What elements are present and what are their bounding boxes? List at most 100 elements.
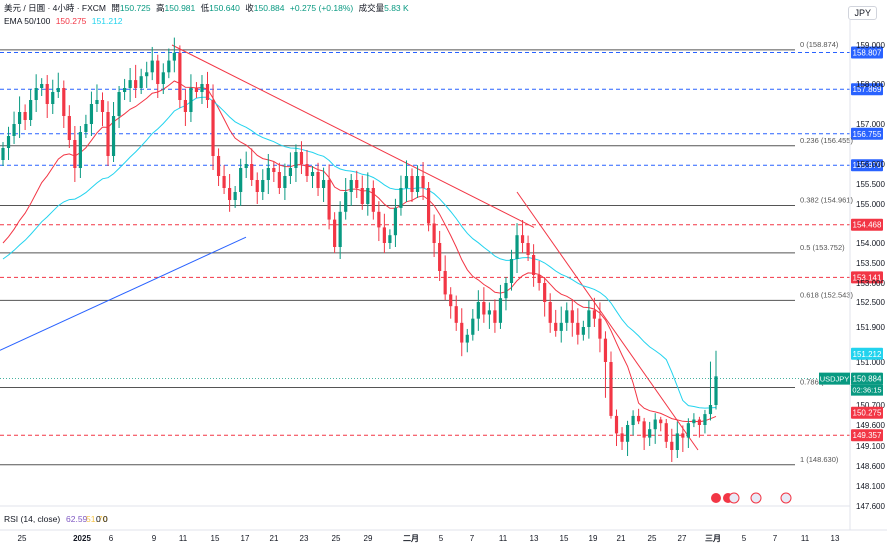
candle-body[interactable] [548, 302, 552, 323]
candle-body[interactable] [449, 294, 453, 307]
rsi-label[interactable]: RSI (14, close) [4, 514, 60, 524]
candle-body[interactable] [194, 88, 199, 92]
candle-body[interactable] [51, 92, 55, 104]
candle-body[interactable] [172, 52, 176, 61]
candle-body[interactable] [399, 188, 403, 208]
candle-body[interactable] [316, 172, 320, 188]
candle-body[interactable] [581, 327, 585, 335]
candle-body[interactable] [299, 152, 304, 164]
candle-body[interactable] [128, 80, 132, 88]
candle-body[interactable] [421, 176, 425, 188]
candle-body[interactable] [122, 88, 127, 92]
candle-body[interactable] [78, 132, 82, 168]
event-us-flag-icon[interactable] [728, 492, 740, 504]
candle-body[interactable] [587, 310, 591, 327]
candle-body[interactable] [266, 168, 270, 180]
candle-body[interactable] [637, 415, 641, 422]
candle-body[interactable] [681, 433, 685, 438]
candle-body[interactable] [73, 140, 77, 168]
candle-body[interactable] [631, 415, 635, 425]
candle-body[interactable] [134, 80, 138, 88]
candle-body[interactable] [438, 243, 442, 271]
candle-body[interactable] [250, 164, 254, 180]
trendline-up[interactable] [0, 236, 247, 351]
candle-body[interactable] [183, 100, 187, 112]
candle-body[interactable] [648, 429, 652, 438]
candle-body[interactable] [454, 306, 458, 323]
candle-body[interactable] [410, 176, 414, 192]
candle-body[interactable] [653, 419, 657, 430]
candle-body[interactable] [244, 164, 248, 168]
candle-body[interactable] [697, 419, 702, 425]
candle-body[interactable] [67, 116, 71, 140]
candle-body[interactable] [95, 100, 99, 104]
candle-body[interactable] [233, 192, 237, 200]
candle-body[interactable] [45, 84, 49, 104]
candle-body[interactable] [570, 310, 574, 323]
candle-body[interactable] [150, 60, 154, 73]
candle-body[interactable] [504, 283, 508, 299]
candle-body[interactable] [239, 168, 243, 192]
candle-body[interactable] [382, 227, 386, 243]
candle-body[interactable] [388, 235, 392, 243]
candle-body[interactable] [482, 302, 486, 315]
candle-body[interactable] [12, 124, 16, 136]
trendline-down-1[interactable] [171, 44, 535, 228]
candle-body[interactable] [592, 310, 597, 319]
candle-body[interactable] [349, 180, 353, 192]
candle-body[interactable] [686, 423, 690, 438]
candle-body[interactable] [106, 112, 110, 156]
candle-body[interactable] [371, 188, 375, 212]
candle-body[interactable] [17, 112, 22, 124]
candle-body[interactable] [642, 421, 646, 438]
candle-body[interactable] [708, 405, 713, 415]
event-us-flag-icon-2[interactable] [750, 492, 762, 504]
candle-body[interactable] [625, 425, 630, 442]
candle-body[interactable] [216, 156, 221, 176]
candle-body[interactable] [327, 180, 331, 220]
candle-body[interactable] [205, 84, 210, 100]
candle-body[interactable] [609, 362, 613, 416]
candle-body[interactable] [537, 275, 541, 283]
candle-body[interactable] [277, 172, 281, 188]
candle-body[interactable] [692, 419, 696, 424]
candle-body[interactable] [283, 176, 287, 188]
candle-body[interactable] [1, 148, 5, 160]
candle-body[interactable] [565, 310, 569, 323]
candle-body[interactable] [6, 136, 11, 148]
candle-body[interactable] [222, 176, 226, 188]
candle-body[interactable] [465, 334, 469, 343]
candle-body[interactable] [393, 207, 398, 236]
candle-body[interactable] [703, 414, 707, 425]
candle-body[interactable] [498, 298, 503, 323]
candle-body[interactable] [443, 271, 447, 295]
candle-body[interactable] [23, 112, 27, 120]
candle-body[interactable] [40, 84, 44, 88]
candle-body[interactable] [520, 235, 525, 243]
candle-body[interactable] [476, 302, 480, 319]
candle-body[interactable] [471, 318, 475, 335]
candle-body[interactable] [84, 124, 88, 132]
candle-body[interactable] [366, 188, 370, 204]
ema-label[interactable]: EMA 50/100 [4, 16, 51, 26]
candle-body[interactable] [614, 415, 619, 434]
candle-body[interactable] [714, 376, 718, 405]
candle-body[interactable] [89, 104, 94, 124]
ema50-line[interactable] [2, 80, 717, 423]
candle-body[interactable] [111, 116, 116, 156]
candle-body[interactable] [659, 419, 663, 424]
event-flash-icon[interactable] [711, 493, 721, 503]
candle-body[interactable] [576, 322, 580, 335]
candle-body[interactable] [100, 100, 105, 112]
candle-body[interactable] [460, 322, 464, 343]
candle-body[interactable] [526, 243, 530, 255]
candle-body[interactable] [294, 152, 298, 168]
candle-body[interactable] [161, 72, 165, 84]
candle-body[interactable] [493, 310, 497, 323]
candle-body[interactable] [34, 88, 38, 100]
candle-body[interactable] [487, 310, 491, 315]
candle-body[interactable] [156, 60, 160, 84]
candle-body[interactable] [200, 84, 204, 92]
candle-body[interactable] [675, 433, 679, 450]
